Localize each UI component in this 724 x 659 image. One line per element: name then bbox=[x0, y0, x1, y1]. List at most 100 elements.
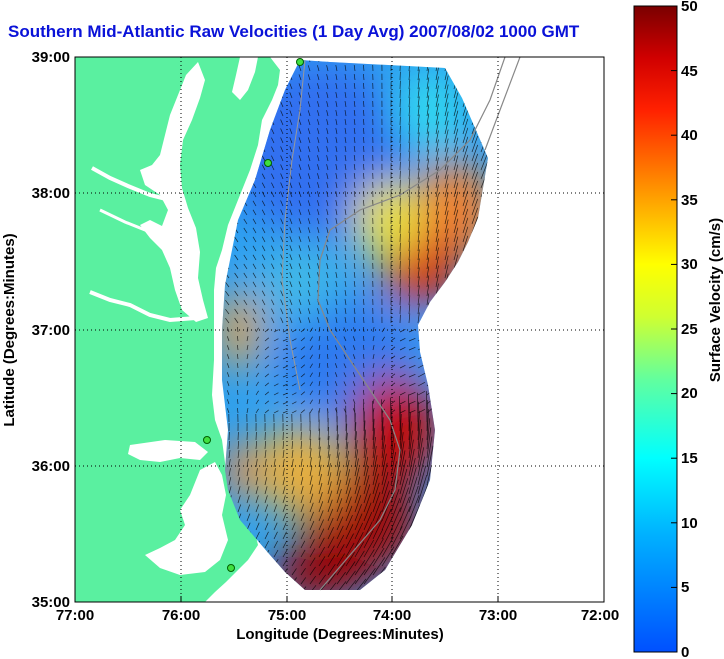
velocity-vector bbox=[243, 263, 248, 270]
velocity-vector bbox=[298, 209, 302, 216]
velocity-vector bbox=[335, 65, 338, 72]
velocity-vector bbox=[309, 345, 313, 351]
velocity-vector bbox=[271, 236, 275, 243]
velocity-vector bbox=[352, 399, 356, 405]
velocity-vector bbox=[417, 186, 420, 198]
velocity-vector bbox=[363, 316, 365, 324]
velocity-vector bbox=[335, 146, 338, 153]
velocity-vector bbox=[327, 490, 333, 504]
velocity-vector bbox=[273, 347, 279, 351]
velocity-vector bbox=[335, 308, 338, 315]
velocity-vector bbox=[363, 502, 372, 522]
velocity-vector bbox=[252, 245, 257, 252]
velocity-vector bbox=[327, 426, 330, 441]
colorbar-tick-label: 40 bbox=[681, 127, 698, 144]
velocity-vector bbox=[280, 245, 284, 252]
velocity-vector bbox=[246, 522, 251, 531]
velocity-vector bbox=[318, 345, 321, 351]
velocity-vector bbox=[381, 527, 393, 549]
velocity-vector bbox=[399, 328, 406, 333]
velocity-vector bbox=[334, 381, 338, 387]
velocity-vector bbox=[246, 363, 249, 369]
velocity-vector bbox=[344, 209, 347, 216]
velocity-vector bbox=[390, 526, 403, 549]
velocity-vector bbox=[453, 110, 459, 126]
velocity-vector bbox=[353, 101, 356, 108]
radar-station-2 bbox=[264, 159, 272, 167]
velocity-vector bbox=[417, 381, 426, 387]
velocity-vector bbox=[363, 253, 365, 261]
velocity-vector bbox=[435, 121, 439, 135]
velocity-vector bbox=[444, 93, 449, 108]
velocity-vector bbox=[271, 299, 275, 306]
velocity-vector bbox=[336, 544, 345, 558]
velocity-vector bbox=[345, 450, 349, 468]
velocity-vector bbox=[261, 317, 266, 324]
velocity-vector bbox=[228, 468, 231, 477]
velocity-vector bbox=[309, 557, 316, 567]
velocity-vector bbox=[243, 272, 248, 279]
velocity-vector bbox=[237, 371, 239, 378]
velocity-vector bbox=[381, 426, 385, 450]
velocity-vector bbox=[353, 65, 356, 72]
velocity-vector bbox=[264, 531, 269, 540]
velocity-vector bbox=[273, 486, 277, 495]
velocity-vector bbox=[353, 200, 356, 207]
velocity-vector bbox=[352, 345, 356, 351]
velocity-vector bbox=[453, 92, 459, 108]
velocity-vector bbox=[264, 328, 270, 333]
velocity-vector bbox=[417, 428, 422, 459]
velocity-vector bbox=[426, 158, 430, 171]
velocity-vector bbox=[354, 522, 364, 540]
velocity-vector bbox=[372, 372, 375, 378]
velocity-vector bbox=[327, 499, 333, 513]
velocity-vector bbox=[318, 574, 326, 585]
velocity-vector bbox=[307, 173, 311, 180]
velocity-vector bbox=[326, 128, 329, 135]
velocity-vector bbox=[435, 211, 439, 225]
colorbar-tick-label: 30 bbox=[681, 256, 698, 273]
velocity-vector bbox=[307, 146, 311, 153]
colorbar-tick-label: 15 bbox=[681, 450, 698, 467]
velocity-vector bbox=[243, 218, 248, 225]
velocity-vector bbox=[309, 539, 315, 549]
velocity-vector bbox=[326, 74, 329, 81]
velocity-vector bbox=[298, 155, 302, 162]
velocity-vector bbox=[372, 345, 375, 351]
velocity-vector bbox=[363, 190, 365, 198]
velocity-vector bbox=[318, 336, 321, 342]
velocity-vector bbox=[228, 486, 232, 495]
velocity-vector bbox=[309, 457, 312, 468]
velocity-vector bbox=[462, 163, 469, 180]
velocity-vector bbox=[289, 137, 293, 144]
velocity-vector bbox=[334, 345, 338, 351]
velocity-vector bbox=[282, 495, 286, 504]
velocity-vector bbox=[261, 218, 266, 225]
velocity-vector bbox=[343, 372, 347, 378]
velocity-vector bbox=[326, 227, 329, 234]
velocity-vector bbox=[444, 192, 449, 207]
velocity-vector bbox=[399, 506, 411, 531]
velocity-vector bbox=[300, 568, 306, 576]
velocity-vector bbox=[353, 263, 356, 270]
velocity-vector bbox=[408, 241, 411, 252]
velocity-vector bbox=[336, 461, 341, 477]
velocity-vector bbox=[435, 112, 439, 126]
velocity-vector bbox=[326, 146, 329, 153]
velocity-vector bbox=[408, 223, 411, 234]
velocity-vector bbox=[318, 354, 321, 360]
velocity-vector bbox=[353, 128, 356, 135]
velocity-vector bbox=[353, 299, 356, 306]
velocity-vector bbox=[462, 154, 469, 171]
velocity-vector bbox=[399, 423, 403, 450]
velocity-vector bbox=[228, 450, 231, 459]
velocity-vector bbox=[435, 229, 439, 243]
velocity-vector bbox=[354, 467, 360, 486]
velocity-vector bbox=[327, 472, 332, 486]
velocity-vector bbox=[291, 522, 296, 531]
velocity-vector bbox=[399, 346, 406, 351]
velocity-vector bbox=[300, 373, 306, 378]
velocity-vector bbox=[264, 440, 267, 450]
velocity-vector bbox=[298, 299, 302, 306]
velocity-vector bbox=[326, 308, 329, 315]
